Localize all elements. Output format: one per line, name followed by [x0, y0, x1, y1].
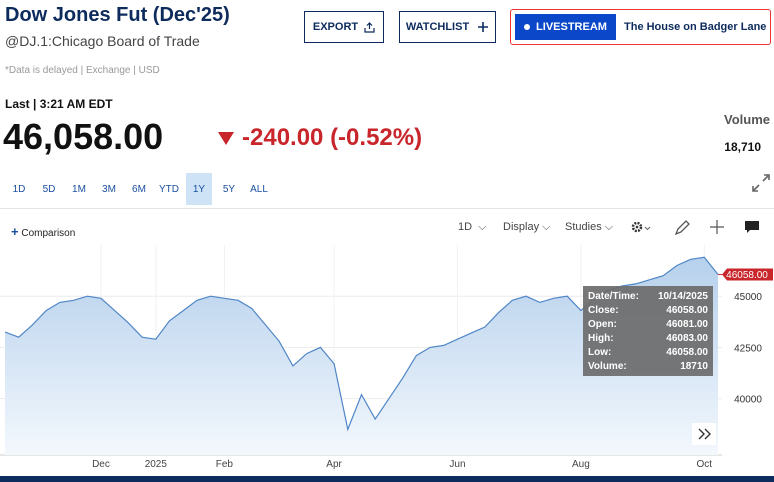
tooltip-value: 46083.00: [666, 333, 708, 344]
price: 46,058.00: [3, 116, 164, 157]
livestream-label: LIVESTREAM: [536, 21, 607, 33]
range-button[interactable]: 6M: [132, 183, 146, 195]
range-selector: 1D 5D 1M 3M 6M YTD 1Y 5Y ALL: [4, 173, 274, 205]
footer-bar: [0, 476, 774, 482]
tooltip-value: 18710: [680, 361, 708, 372]
tooltip-key: High:: [588, 333, 614, 344]
crosshair-icon[interactable]: [710, 220, 724, 234]
x-tick-label: Aug: [572, 459, 590, 470]
tooltip-key: Open:: [588, 319, 617, 330]
y-tick-label: 42500: [734, 343, 762, 354]
separator: [0, 208, 774, 209]
x-tick-label: Feb: [216, 459, 234, 470]
range-button[interactable]: 3M: [102, 183, 116, 195]
export-icon: [364, 21, 375, 33]
tooltip-value: 46058.00: [666, 305, 708, 316]
live-dot: [524, 24, 531, 30]
tooltip-value: 46081.00: [666, 319, 708, 330]
watchlist-button[interactable]: WATCHLIST: [399, 11, 496, 43]
last-time: Last | 3:21 AM EDT: [5, 97, 113, 111]
livestream-banner[interactable]: LIVESTREAM The House on Badger Lane: [510, 9, 771, 45]
x-tick-label: Dec: [92, 459, 110, 470]
x-tick-label: Apr: [326, 459, 342, 470]
tooltip-key: Date/Time:: [588, 291, 639, 302]
interval-menu[interactable]: 1D ⌵: [458, 221, 487, 233]
tooltip-value: 46058.00: [666, 347, 708, 358]
range-button[interactable]: 5Y: [222, 183, 236, 195]
area: [5, 257, 718, 455]
export-button[interactable]: EXPORT: [304, 11, 384, 43]
title: Dow Jones Fut (Dec'25): [5, 4, 230, 26]
comparison-label: Comparison: [21, 228, 76, 239]
tooltip-value: 10/14/2025: [658, 291, 708, 302]
draw-icon[interactable]: [674, 220, 690, 236]
plus-icon: [478, 22, 489, 32]
range-button[interactable]: YTD: [159, 183, 179, 195]
display-menu[interactable]: Display ⌵: [503, 221, 551, 233]
down-arrow: [218, 132, 234, 145]
studies-menu[interactable]: Studies ⌵: [565, 221, 614, 233]
interval-label: 1D: [458, 221, 473, 233]
livestream-tag: LIVESTREAM: [515, 14, 616, 40]
price-change: -240.00 (-0.52%): [218, 124, 422, 152]
x-tick-label: Oct: [697, 459, 713, 470]
tooltip: Date/Time: 10/14/2025 Close: 46058.00 Open: 4…: [583, 286, 713, 376]
settings-icon[interactable]: [631, 221, 651, 233]
volume-value: 18,710: [724, 140, 761, 154]
display-label: Display: [503, 221, 540, 233]
chart-tools: [631, 220, 759, 236]
range-button[interactable]: ALL: [250, 183, 268, 195]
studies-label: Studies: [565, 221, 602, 233]
range-button[interactable]: 1M: [72, 183, 86, 195]
tooltip-key: Volume:: [588, 361, 627, 372]
last-price-tag: [722, 268, 773, 281]
export-label: EXPORT: [312, 21, 359, 33]
last-price-label: 46058.00: [726, 270, 768, 281]
delay-note: *Data is delayed | Exchange | USD: [5, 65, 160, 76]
scroll-icon: [698, 428, 711, 440]
expand-icon[interactable]: [751, 173, 771, 193]
comparison-button[interactable]: + Comparison: [11, 224, 76, 239]
y-tick-label: 45000: [734, 292, 762, 303]
change-text: -240.00 (-0.52%): [242, 124, 423, 151]
range-button[interactable]: 1D: [12, 183, 26, 195]
livestream-show: The House on Badger Lane: [624, 21, 767, 33]
watchlist-label: WATCHLIST: [405, 21, 470, 33]
tooltip-box: [583, 286, 713, 376]
tooltip-key: Low:: [588, 347, 611, 358]
scroll-button[interactable]: [692, 423, 716, 445]
x-tick-label: Jun: [449, 459, 465, 470]
tooltip-key: Close:: [588, 305, 619, 316]
range-button[interactable]: 5D: [42, 183, 56, 195]
comment-icon[interactable]: [745, 221, 759, 233]
range-button[interactable]: 1Y: [186, 173, 212, 205]
x-tick-label: 2025: [145, 459, 168, 470]
volume-label: Volume: [724, 112, 770, 127]
y-tick-label: 40000: [734, 395, 762, 406]
subtitle: @DJ.1:Chicago Board of Trade: [5, 33, 200, 49]
